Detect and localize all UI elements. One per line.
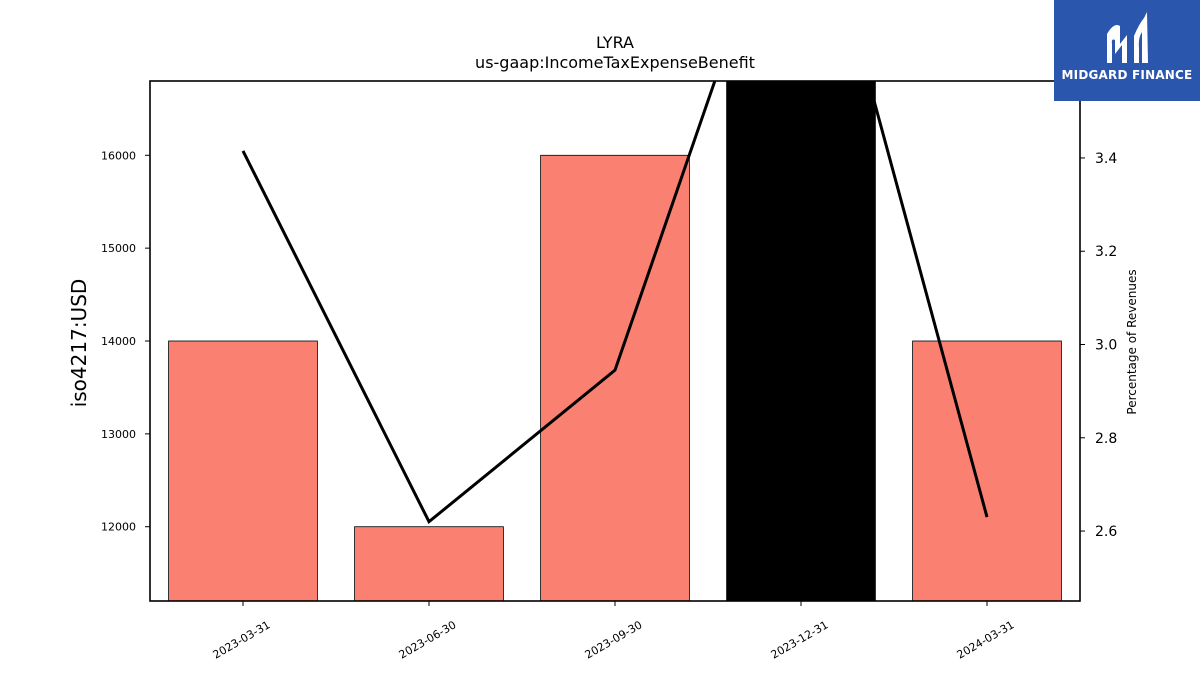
y-tick-label: 13000 <box>101 428 136 441</box>
y2-tick-label: 2.6 <box>1095 524 1117 540</box>
bar <box>726 81 876 601</box>
ratio-line <box>241 81 989 525</box>
bars-layer <box>168 81 1062 601</box>
y-tick-label: 14000 <box>101 335 136 348</box>
bar <box>354 526 504 601</box>
logo-text: MIDGARD FINANCE <box>1061 68 1193 82</box>
bar <box>912 340 1062 601</box>
x-tick-label: 2023-09-30 <box>583 618 645 661</box>
y-tick-label: 16000 <box>101 149 136 162</box>
x-tick-label: 2024-03-31 <box>955 618 1017 661</box>
y-tick-label: 12000 <box>101 521 136 534</box>
x-tick-label: 2023-12-31 <box>769 618 831 661</box>
y2-tick-label: 3.0 <box>1095 337 1117 353</box>
brand-logo: MIDGARD FINANCE <box>1054 0 1200 101</box>
bar <box>168 340 318 601</box>
x-tick-label: 2023-06-30 <box>397 618 459 661</box>
y-tick-label: 15000 <box>101 242 136 255</box>
ratio-line-layer <box>241 81 989 525</box>
chart-subtitle: us-gaap:IncomeTaxExpenseBenefit <box>475 53 755 72</box>
y-axis-label: iso4217:USD <box>67 279 91 408</box>
chart-title: LYRA <box>596 33 634 52</box>
x-tick-label: 2023-03-31 <box>211 618 273 661</box>
y2-axis-label: Percentage of Revenues <box>1125 269 1139 414</box>
y2-tick-label: 2.8 <box>1095 431 1117 447</box>
logo-mark-icon <box>1107 12 1148 63</box>
y2-tick-label: 3.2 <box>1095 244 1117 260</box>
y2-tick-label: 3.4 <box>1095 151 1117 167</box>
